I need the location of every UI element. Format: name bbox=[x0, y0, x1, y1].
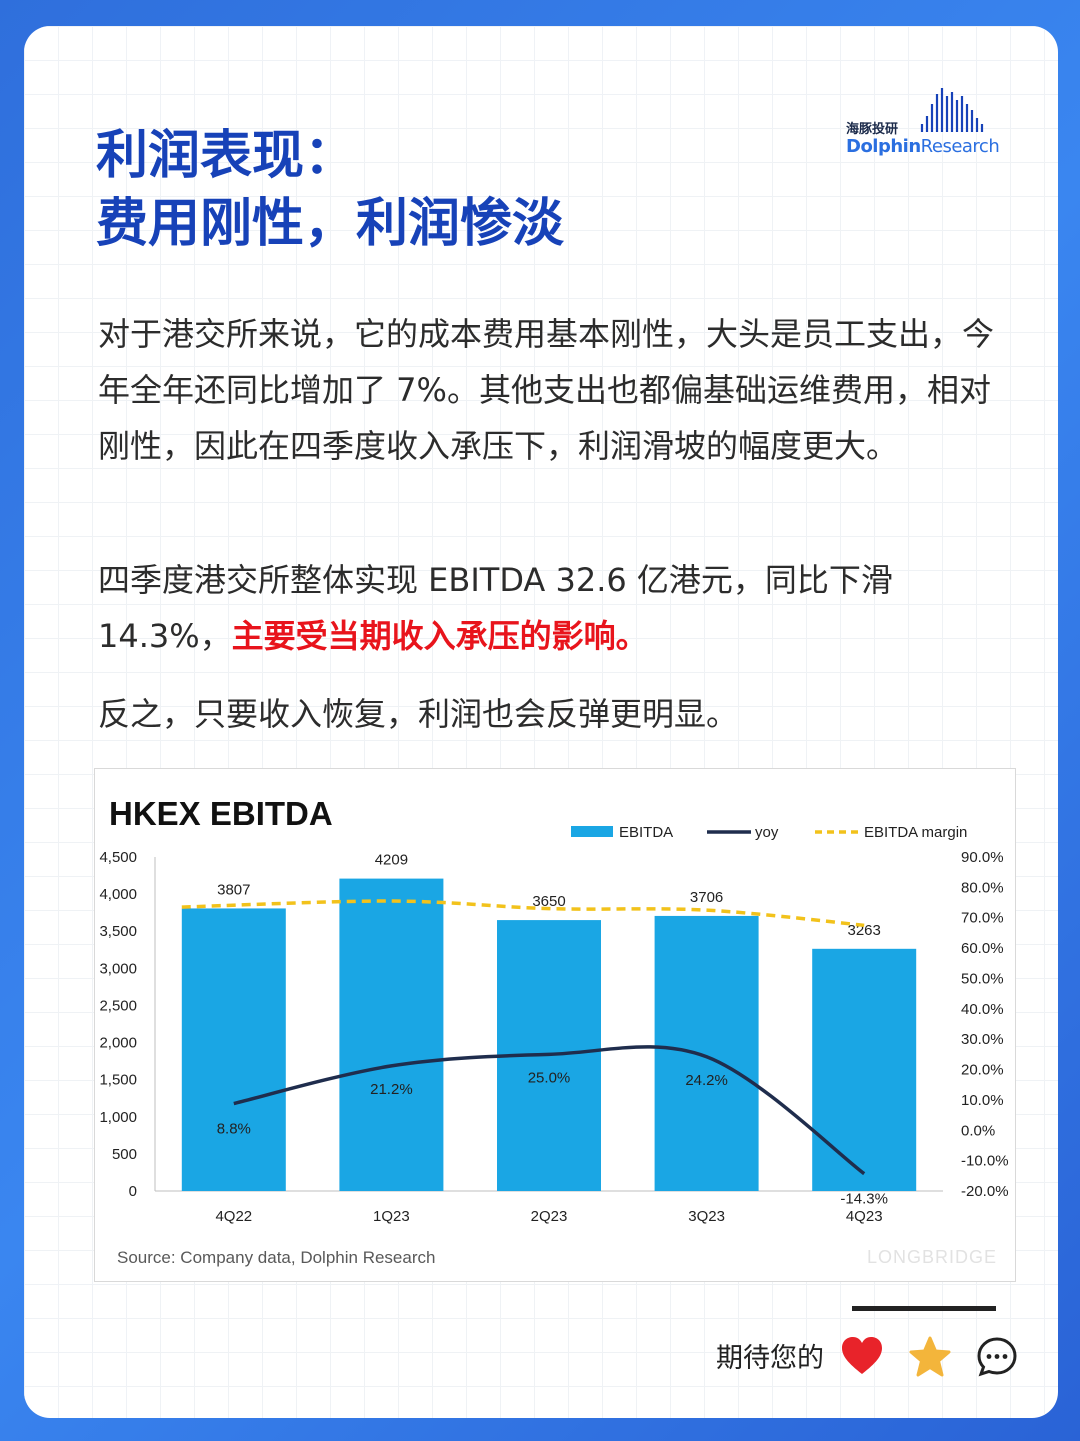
y-right-tick-label: 10.0% bbox=[961, 1092, 1004, 1109]
x-tick-label: 2Q23 bbox=[531, 1208, 568, 1225]
y-right-tick-label: 60.0% bbox=[961, 940, 1004, 957]
brand-en-bold: Dolphin bbox=[846, 136, 921, 157]
legend-yoy-label: yoy bbox=[755, 824, 779, 841]
barcode-logo-icon bbox=[920, 88, 984, 132]
y-left-tick-label: 1,000 bbox=[99, 1109, 137, 1126]
brand-en-regular: Research bbox=[920, 136, 1000, 157]
title-line-2: 费用刚性，利润惨淡 bbox=[96, 194, 565, 254]
footer-text: 期待您的 bbox=[716, 1343, 824, 1374]
x-tick-label: 4Q22 bbox=[215, 1208, 252, 1225]
ebitda-bar-label: 4209 bbox=[375, 852, 408, 869]
x-tick-label: 4Q23 bbox=[846, 1208, 883, 1225]
x-tick-label: 1Q23 bbox=[373, 1208, 410, 1225]
content-card: 海豚投研 DolphinResearch 利润表现： 费用刚性，利润惨淡 对于港… bbox=[24, 26, 1058, 1418]
paragraph-2: 四季度港交所整体实现 EBITDA 32.6 亿港元，同比下滑 14.3%，主要… bbox=[98, 552, 998, 664]
paragraph-3: 反之，只要收入恢复，利润也会反弹更明显。 bbox=[98, 695, 739, 733]
y-left-tick-label: 500 bbox=[112, 1146, 137, 1163]
y-right-tick-label: -20.0% bbox=[961, 1183, 1009, 1200]
brand-cn: 海豚投研 bbox=[846, 122, 899, 137]
y-left-tick-label: 2,000 bbox=[99, 1035, 137, 1052]
y-left-tick-label: 4,500 bbox=[99, 849, 137, 866]
chart-title: HKEX EBITDA bbox=[109, 795, 333, 832]
dolphin-research-logo: 海豚投研 DolphinResearch bbox=[844, 84, 1004, 164]
paragraph-2-text: 四季度港交所整体实现 EBITDA 32.6 亿港元，同比下滑 14.3%， bbox=[98, 561, 893, 655]
longbridge-watermark: LONGBRIDGE bbox=[867, 1247, 997, 1267]
brand-en: DolphinResearch bbox=[846, 136, 1000, 157]
chart-source: Source: Company data, Dolphin Research bbox=[117, 1248, 435, 1267]
y-right-tick-label: 40.0% bbox=[961, 1001, 1004, 1018]
ebitda-bar-label: 3650 bbox=[532, 893, 565, 910]
heart-icon[interactable] bbox=[840, 1336, 884, 1376]
y-left-tick-label: 0 bbox=[129, 1183, 137, 1200]
legend-ebitda-swatch bbox=[571, 826, 613, 837]
comment-icon[interactable] bbox=[976, 1336, 1018, 1378]
margin-line bbox=[181, 899, 865, 928]
star-icon[interactable] bbox=[908, 1336, 952, 1378]
ebitda-bar-label: 3807 bbox=[217, 881, 250, 898]
y-left-tick-label: 2,500 bbox=[99, 997, 137, 1014]
y-left-tick-label: 3,000 bbox=[99, 960, 137, 977]
yoy-data-label: -14.3% bbox=[840, 1191, 888, 1208]
yoy-data-label: 24.2% bbox=[685, 1072, 728, 1089]
ebitda-bar-label: 3706 bbox=[690, 889, 723, 906]
paragraph-1: 对于港交所来说，它的成本费用基本刚性，大头是员工支出，今年全年还同比增加了 7%… bbox=[98, 315, 995, 465]
y-right-tick-label: 0.0% bbox=[961, 1122, 995, 1139]
y-left-tick-label: 4,000 bbox=[99, 886, 137, 903]
paragraph-2-highlight: 主要受当期收入承压的影响。 bbox=[231, 617, 648, 655]
y-right-tick-label: -10.0% bbox=[961, 1153, 1009, 1170]
ebitda-bar bbox=[654, 915, 759, 1191]
y-right-tick-label: 90.0% bbox=[961, 849, 1004, 866]
title-line-1: 利润表现： bbox=[96, 126, 357, 186]
y-left-tick-label: 1,500 bbox=[99, 1072, 137, 1089]
y-right-tick-label: 20.0% bbox=[961, 1062, 1004, 1079]
y-right-tick-label: 80.0% bbox=[961, 879, 1004, 896]
yoy-data-label: 25.0% bbox=[528, 1069, 571, 1086]
yoy-data-label: 21.2% bbox=[370, 1081, 413, 1098]
yoy-line bbox=[233, 1045, 866, 1176]
y-right-tick-label: 30.0% bbox=[961, 1031, 1004, 1048]
yoy-data-label: 8.8% bbox=[217, 1121, 251, 1138]
ebitda-bar bbox=[339, 878, 444, 1191]
legend-ebitda-label: EBITDA bbox=[619, 824, 673, 841]
legend-margin-label: EBITDA margin bbox=[864, 824, 967, 841]
y-left-tick-label: 3,500 bbox=[99, 923, 137, 940]
chart-container: HKEX EBITDA EBITDA yoy EBITDA margin 0 500 1,0… bbox=[94, 768, 1016, 1282]
y-right-tick-label: 70.0% bbox=[961, 910, 1004, 927]
page-title: 利润表现： 费用刚性，利润惨淡 bbox=[96, 122, 564, 258]
y-right-tick-label: 50.0% bbox=[961, 970, 1004, 987]
ebitda-bar bbox=[181, 908, 286, 1191]
ebitda-chart: HKEX EBITDA EBITDA yoy EBITDA margin 0 500 1,0… bbox=[99, 795, 1009, 1267]
divider-line bbox=[852, 1306, 996, 1311]
x-tick-label: 3Q23 bbox=[688, 1208, 725, 1225]
ebitda-bar bbox=[812, 948, 917, 1191]
